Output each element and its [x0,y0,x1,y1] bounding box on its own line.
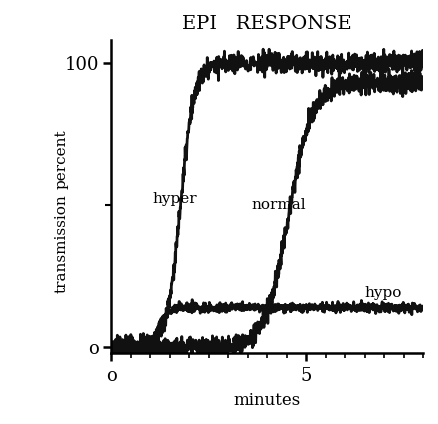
Text: hyper: hyper [152,192,197,206]
X-axis label: minutes: minutes [233,392,301,409]
Text: percent: percent [54,129,68,189]
Text: normal: normal [251,198,306,212]
Text: transmission: transmission [54,194,68,293]
Text: hypo: hypo [364,286,402,300]
Title: EPI   RESPONSE: EPI RESPONSE [182,15,352,33]
